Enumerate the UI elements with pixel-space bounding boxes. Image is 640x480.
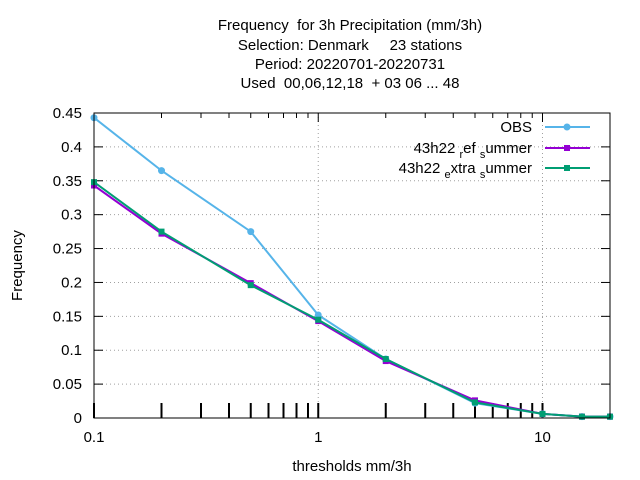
x-tick-label: 0.1 [84,429,105,446]
chart-title-line-4: Used 00,06,12,18 + 03 06 ... 48 [240,75,460,92]
legend-entry: 43h22 extra summer [399,160,590,181]
series-line [93,116,610,418]
axis-ticks: 0 0.05 0.1 0.15 0.2 0.25 0.3 0.35 0.4 0.45 0.1 1 10 [53,105,610,446]
y-tick-label: 0.2 [61,274,82,291]
legend-label: OBS [500,119,532,136]
data-point [382,356,389,363]
legend-marker [563,123,571,131]
x-tick-label: 1 [314,429,322,446]
x-axis-label: thresholds mm/3h [292,458,411,475]
series-0 [90,114,614,421]
y-tick-label: 0.25 [53,241,82,258]
y-tick-label: 0.15 [53,308,82,325]
y-tick-label: 0.45 [53,105,82,122]
chart-title-line-3: Period: 20220701-20220731 [254,56,446,73]
series-line [93,181,610,418]
legend-marker [564,145,570,151]
y-axis-label: Frequency [9,230,26,301]
y-tick-label: 0 [74,410,82,427]
y-tick-label: 0.05 [53,376,82,393]
data-point [247,282,254,289]
series-line [93,184,610,418]
series-2 [91,179,613,420]
data-point [158,167,166,175]
chart-title-line-2: Selection: Denmark 23 stations [237,37,463,54]
x-tick-label: 10 [534,429,551,446]
y-tick-label: 0.3 [61,207,82,224]
y-tick-label: 0.1 [61,342,82,359]
data-point [539,410,546,417]
legend-marker [564,165,570,171]
legend-entry: OBS [500,119,590,136]
grid-lines [94,113,610,418]
data-point [158,228,165,235]
legend-label: 43h22 ref summer [414,140,532,161]
y-tick-label: 0.4 [61,139,82,156]
legend-label: 43h22 extra summer [399,160,532,181]
data-point [578,413,585,420]
plot-frame [93,112,611,419]
data-point [315,316,322,323]
chart-title-line-1: Frequency for 3h Precipitation (mm/3h) [217,17,483,34]
series-layer [90,114,614,421]
legend-entry: 43h22 ref summer [414,140,590,161]
data-point [471,399,478,406]
y-tick-label: 0.35 [53,173,82,190]
data-point [247,228,255,236]
